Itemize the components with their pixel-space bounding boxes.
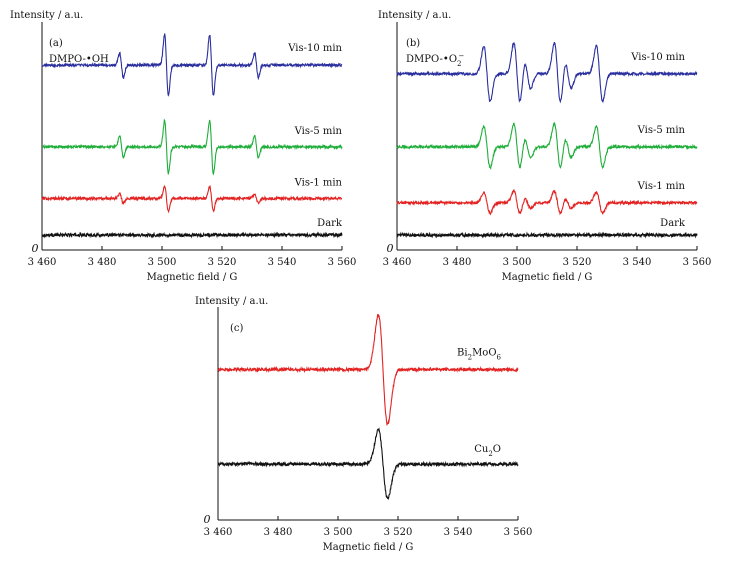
x-tick-label: 3 540 xyxy=(623,257,652,268)
x-tick-label: 3 460 xyxy=(383,257,412,268)
x-axis-label: Magnetic field / G xyxy=(147,272,238,283)
species-label-part: 2 xyxy=(457,60,461,68)
series-label-part: 2 xyxy=(468,354,472,362)
x-tick-label: 3 520 xyxy=(384,527,413,538)
x-tick-label: 3 520 xyxy=(208,257,237,268)
series-line xyxy=(41,231,343,239)
x-tick-label: 3 500 xyxy=(503,257,532,268)
series-label-part: O xyxy=(493,444,501,455)
panel-label: (a) xyxy=(49,38,63,49)
x-tick-label: 3 520 xyxy=(563,257,592,268)
x-tick-label: 3 480 xyxy=(443,257,472,268)
panel-c: Intensity / a.u. 03 460 3 480 3 500 3 520 3 5… xyxy=(195,296,532,553)
panel-a: Intensity / a.u. 0 3 460 3 480 3 500 3 520 3 5… xyxy=(10,10,356,283)
y-axis-label: Intensity / a.u. xyxy=(378,10,451,21)
panel-label: (b) xyxy=(406,38,420,49)
series-label: Dark xyxy=(660,218,686,229)
series-line xyxy=(41,184,343,214)
x-tick-label: 3 560 xyxy=(504,527,533,538)
series-line xyxy=(396,41,698,104)
series-line xyxy=(217,427,519,501)
x-tick-label: 3 460 xyxy=(28,257,57,268)
species-label-part: − xyxy=(459,52,465,60)
series-label: Cu2O xyxy=(474,444,501,458)
panel-b: Intensity / a.u. 0 3 460 3 480 3 500 3 520 3 5… xyxy=(378,10,711,283)
series-label: Vis-5 min xyxy=(294,126,343,137)
series-label: Vis-5 min xyxy=(637,125,686,136)
species-label-part: DMPO-•O xyxy=(406,54,457,65)
x-axis-label: Magnetic field / G xyxy=(323,542,414,553)
species-label: DMPO-•O2− xyxy=(406,52,465,68)
series-label: Vis-1 min xyxy=(637,181,686,192)
species-label: DMPO-•OH xyxy=(49,54,109,65)
panel-label: (c) xyxy=(230,323,244,334)
series-label-part: Cu xyxy=(474,444,489,455)
series-label: Vis-1 min xyxy=(294,177,343,188)
series-label-part: MoO xyxy=(472,348,496,359)
series-label: Vis-10 min xyxy=(287,43,342,54)
series-line xyxy=(41,33,343,97)
series-label: Bi2MoO6 xyxy=(457,348,501,362)
origin-label: 0 xyxy=(387,242,394,255)
series-line xyxy=(396,231,698,239)
x-tick-label: 3 480 xyxy=(88,257,117,268)
x-tick-label: 3 540 xyxy=(444,527,473,538)
x-tick-label: 3 560 xyxy=(683,257,712,268)
series-label: Dark xyxy=(317,218,343,229)
series-line xyxy=(41,118,343,176)
series-label: Vis-10 min xyxy=(630,52,685,63)
origin-label: 0 xyxy=(204,513,211,526)
series-line xyxy=(396,189,698,216)
x-tick-label: 3 480 xyxy=(264,527,293,538)
x-axis-label: Magnetic field / G xyxy=(502,272,593,283)
x-tick-label: 3 540 xyxy=(268,257,297,268)
series-label-part: Bi xyxy=(457,348,468,359)
x-tick-label: 3 500 xyxy=(324,527,353,538)
y-axis-label: Intensity / a.u. xyxy=(195,296,268,307)
series-line xyxy=(217,313,519,427)
x-tick-label: 3 560 xyxy=(328,257,357,268)
x-tick-label: 3 500 xyxy=(148,257,177,268)
series-label-part: 2 xyxy=(488,450,492,458)
series-line xyxy=(396,122,698,170)
x-tick-label: 3 460 xyxy=(204,527,233,538)
series-label-part: 6 xyxy=(497,354,502,362)
origin-label: 0 xyxy=(32,242,39,255)
y-axis-label: Intensity / a.u. xyxy=(10,10,83,21)
